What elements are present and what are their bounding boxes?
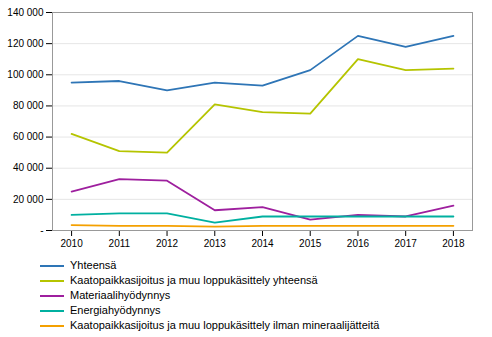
svg-text:140 000: 140 000 <box>7 7 44 18</box>
svg-text:2017: 2017 <box>395 238 418 249</box>
svg-text:2018: 2018 <box>442 238 465 249</box>
html-text:Kaatopaikkasijoitus ja muu lop: Kaatopaikkasijoitus ja muu loppukäsittel… <box>70 274 318 286</box>
svg-text:120 000: 120 000 <box>7 38 44 49</box>
svg-text:2012: 2012 <box>156 238 179 249</box>
svg-text:2016: 2016 <box>347 238 370 249</box>
html-text:Yhteensä: Yhteensä <box>70 259 117 271</box>
svg-text:2014: 2014 <box>251 238 274 249</box>
svg-text:100 000: 100 000 <box>7 69 44 80</box>
svg-text:20 000: 20 000 <box>13 194 44 205</box>
svg-text:80 000: 80 000 <box>13 100 44 111</box>
svg-text:2015: 2015 <box>299 238 322 249</box>
svg-text:2013: 2013 <box>204 238 227 249</box>
svg-text:40 000: 40 000 <box>13 162 44 173</box>
svg-text:60 000: 60 000 <box>13 131 44 142</box>
html-text:Materiaalihyödynnys: Materiaalihyödynnys <box>70 289 171 301</box>
html-text:Kaatopaikkasijoitus ja muu lop: Kaatopaikkasijoitus ja muu loppukäsittel… <box>70 319 380 331</box>
svg-text:2010: 2010 <box>60 238 83 249</box>
html-text:Energiahyödynnys: Energiahyödynnys <box>70 304 161 316</box>
svg-text:-: - <box>40 225 43 236</box>
svg-text:2011: 2011 <box>109 238 131 249</box>
